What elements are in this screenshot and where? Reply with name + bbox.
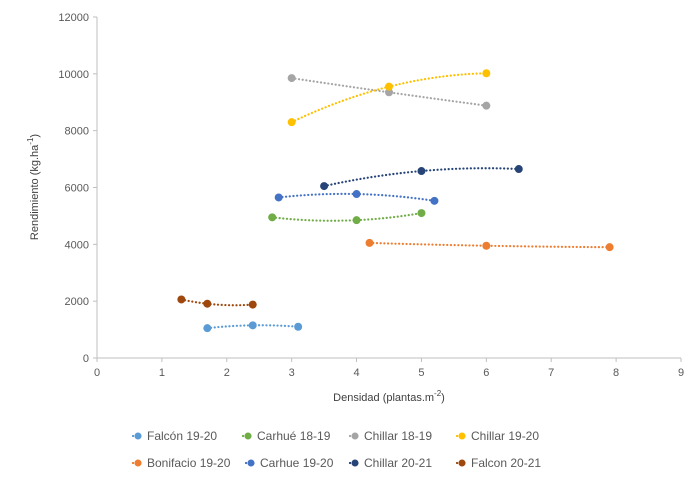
trendline-series-6 [323, 167, 520, 188]
legend-label: Chillar 20-21 [364, 456, 432, 470]
legend-swatch-marker [244, 432, 252, 440]
x-tick-label: 5 [418, 367, 424, 379]
data-point-series-3-0 [287, 118, 296, 127]
legend-label: Chillar 18-19 [364, 429, 432, 443]
x-axis-label: Densidad (plantas.m-2) [333, 389, 445, 404]
x-tick-label: 9 [678, 367, 684, 379]
data-point-series-7-1 [203, 299, 212, 308]
data-point-series-7-2 [248, 300, 257, 309]
legend-item-7: Falcon 20-21 [455, 456, 541, 470]
data-point-series-4-0 [365, 238, 374, 247]
data-point-series-3-2 [482, 69, 491, 78]
y-axis-label: Rendimiento (kg.ha-1) [26, 134, 41, 240]
y-tick-label: 2000 [65, 296, 89, 308]
data-point-series-2-0 [287, 74, 296, 83]
x-tick-label: 4 [353, 367, 359, 379]
data-point-series-4-1 [482, 241, 491, 250]
x-tick-label: 3 [289, 367, 295, 379]
data-point-series-2-2 [482, 101, 491, 110]
data-points [177, 69, 614, 333]
data-point-series-1-0 [268, 213, 277, 222]
legend-swatch-marker [247, 459, 255, 467]
data-point-series-5-1 [352, 190, 361, 199]
tick-labels: 0 2000 4000 6000 8000 10000 12000 0 1 2 3 4 5 6 7 8 9 [58, 12, 684, 379]
trendline-series-1 [271, 211, 423, 222]
legend-item-5: Carhue 19-20 [244, 456, 334, 470]
legend-swatch-marker [458, 459, 466, 467]
data-point-series-6-2 [514, 165, 523, 174]
legend-label: Chillar 19-20 [471, 429, 539, 443]
trendline-series-7 [180, 298, 254, 307]
data-point-series-1-1 [352, 216, 361, 225]
trendline-series-2 [290, 77, 488, 107]
y-tick-label: 4000 [65, 239, 89, 251]
legend-label: Carhue 19-20 [260, 456, 334, 470]
legend-swatch-marker [134, 459, 142, 467]
y-tick-label: 6000 [65, 183, 89, 195]
x-tick-label: 1 [159, 367, 165, 379]
legend-item-3: Chillar 19-20 [455, 429, 539, 443]
legend-label: Falcon 20-21 [471, 456, 541, 470]
data-point-series-7-0 [177, 295, 186, 304]
data-point-series-5-0 [274, 193, 283, 202]
legend-item-4: Bonifacio 19-20 [131, 456, 231, 470]
x-tick-label: 0 [94, 367, 100, 379]
y-tick-label: 10000 [58, 69, 89, 81]
x-tick-label: 7 [548, 367, 554, 379]
data-point-series-3-1 [385, 82, 393, 91]
y-tick-label: 12000 [58, 12, 89, 24]
legend-item-1: Carhué 18-19 [241, 429, 331, 443]
data-point-series-5-2 [430, 196, 439, 205]
data-point-series-6-0 [320, 182, 329, 191]
data-point-series-1-2 [417, 209, 426, 218]
data-point-series-0-1 [248, 321, 257, 330]
data-point-series-2-1 [385, 88, 393, 97]
legend-swatch-marker [351, 459, 359, 467]
legend-item-0: Falcón 19-20 [131, 429, 217, 443]
axes [93, 16, 682, 362]
legend-swatch-marker [458, 432, 466, 440]
y-tick-label: 8000 [65, 126, 89, 138]
legend-label: Falcón 19-20 [147, 429, 217, 443]
trendline-series-4 [368, 241, 611, 249]
legend-item-2: Chillar 18-19 [348, 429, 432, 443]
data-point-series-0-2 [294, 322, 303, 331]
data-point-series-4-2 [605, 243, 614, 252]
legend: Falcón 19-20 Carhué 18-19 Chillar 18-19 Chi… [131, 429, 541, 470]
y-tick-label: 0 [83, 353, 89, 365]
x-tick-label: 2 [224, 367, 230, 379]
x-tick-label: 6 [483, 367, 489, 379]
data-point-series-6-1 [417, 167, 426, 176]
legend-item-6: Chillar 20-21 [348, 456, 432, 470]
x-tick-label: 8 [613, 367, 619, 379]
trendline-series-3 [290, 72, 488, 124]
data-point-series-0-0 [203, 324, 212, 333]
legend-swatch-marker [134, 432, 142, 440]
legend-label: Carhué 18-19 [257, 429, 331, 443]
legend-label: Bonifacio 19-20 [147, 456, 231, 470]
trendlines [180, 72, 611, 330]
legend-swatch-marker [351, 432, 359, 440]
